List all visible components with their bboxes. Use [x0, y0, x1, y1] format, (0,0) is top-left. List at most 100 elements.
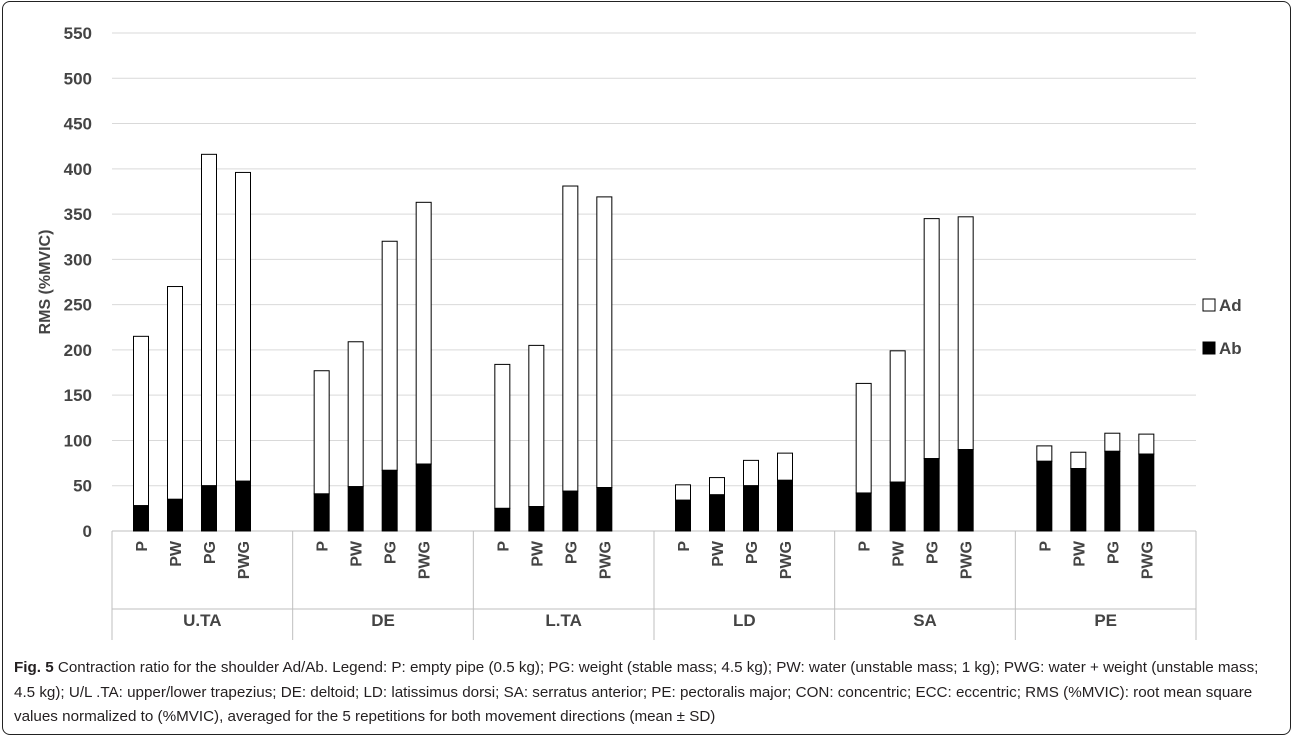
- bar-ab: [743, 485, 759, 532]
- bar-ab: [889, 481, 906, 532]
- figure-label: Fig. 5: [14, 659, 54, 676]
- bar-ab: [167, 498, 183, 532]
- x-tick-label: PWG: [778, 541, 795, 579]
- x-tick-label: P: [495, 541, 512, 552]
- bar-ad: [1036, 445, 1053, 462]
- legend-swatch-ab: [1202, 341, 1216, 355]
- group-label: SA: [913, 611, 937, 630]
- x-tick-label: PG: [744, 541, 761, 564]
- bar-ab: [201, 485, 217, 532]
- bar-ad: [313, 370, 330, 495]
- y-tick-label: 450: [64, 115, 92, 134]
- bar-ad: [675, 484, 691, 501]
- x-tick-label: PG: [563, 541, 580, 564]
- bar-ad: [1138, 433, 1155, 455]
- bar-ab: [528, 506, 545, 532]
- bar-ad: [889, 350, 906, 483]
- bar-ab: [347, 486, 364, 532]
- group-label: L.TA: [545, 611, 582, 630]
- bar-ab: [313, 493, 330, 532]
- x-tick-label: PW: [168, 540, 185, 567]
- bar-ad: [709, 477, 725, 496]
- bar-ad: [596, 196, 613, 489]
- bar-ad: [528, 344, 545, 508]
- x-tick-label: P: [315, 541, 332, 552]
- bar-ad: [777, 452, 793, 481]
- x-tick-label: PWG: [417, 541, 434, 579]
- y-tick-label: 100: [64, 431, 92, 450]
- bar-ad: [235, 171, 251, 482]
- bar-ab: [235, 480, 251, 532]
- bar-ad: [415, 201, 432, 465]
- y-tick-label: 200: [64, 341, 92, 360]
- bar-ab: [957, 449, 974, 532]
- group-label: LD: [733, 611, 756, 630]
- x-tick-label: P: [1037, 541, 1054, 552]
- bar-ad: [381, 240, 398, 471]
- group-label: DE: [371, 611, 395, 630]
- bar-ab: [675, 499, 691, 532]
- x-tick-label: PW: [891, 540, 908, 567]
- x-tick-label: PG: [383, 541, 400, 564]
- bar-ab: [1104, 450, 1121, 532]
- bar-ab: [709, 494, 725, 532]
- x-tick-label: PW: [710, 540, 727, 567]
- bar-ad: [1104, 432, 1121, 452]
- bar-ab: [1036, 460, 1053, 532]
- stacked-bar-chart: 0 50 100 150 200 250 300 350 400 450 500 550 RMS (%M…: [37, 24, 1242, 640]
- bar-ad: [562, 185, 579, 492]
- bar-ad: [1070, 451, 1087, 470]
- bar-ab: [415, 463, 432, 532]
- bar-ad: [347, 341, 364, 488]
- bar-ab: [1138, 453, 1155, 532]
- bar-ad: [855, 382, 872, 494]
- y-tick-label: 300: [64, 250, 92, 269]
- x-tick-label: PW: [349, 540, 366, 567]
- bar-ad: [201, 153, 217, 487]
- y-tick-label: 0: [83, 522, 92, 541]
- x-tick-label: PG: [925, 541, 942, 564]
- x-tick-label: PWG: [597, 541, 614, 579]
- x-tick-label: PW: [1071, 540, 1088, 567]
- figure-caption: Fig. 5 Contraction ratio for the shoulde…: [14, 656, 1280, 730]
- x-tick-label: PG: [202, 541, 219, 564]
- bar-ab: [596, 487, 613, 532]
- y-tick-label: 150: [64, 386, 92, 405]
- caption-text: Contraction ratio for the shoulder Ad/Ab…: [14, 659, 1259, 725]
- x-tick-label: PG: [1105, 541, 1122, 564]
- bar-ab: [923, 458, 940, 532]
- x-tick-label: PWG: [236, 541, 253, 579]
- bar-ad: [957, 216, 974, 451]
- y-tick-label: 50: [73, 477, 92, 496]
- bar-ad: [923, 218, 940, 460]
- x-tick-label: PWG: [1139, 541, 1156, 579]
- legend-label-ad: Ad: [1219, 296, 1242, 315]
- y-tick-label: 350: [64, 205, 92, 224]
- group-label: PE: [1094, 611, 1117, 630]
- y-tick-label: 500: [64, 69, 92, 88]
- bar-ab: [133, 505, 149, 532]
- legend-label-ab: Ab: [1219, 339, 1242, 358]
- bar-ad: [494, 363, 511, 509]
- bar-ab: [381, 469, 398, 532]
- x-tick-label: P: [676, 541, 693, 552]
- bar-ad: [743, 459, 759, 487]
- y-tick-label: 400: [64, 160, 92, 179]
- bar-ab: [855, 492, 872, 532]
- x-tick-label: PWG: [959, 541, 976, 579]
- x-tick-label: P: [857, 541, 874, 552]
- x-tick-label: P: [134, 541, 151, 552]
- legend-swatch-ad: [1202, 298, 1216, 312]
- bar-ad: [167, 286, 183, 500]
- y-tick-label: 550: [64, 24, 92, 43]
- bar-ab: [1070, 468, 1087, 532]
- bar-ab: [494, 507, 511, 532]
- group-label: U.TA: [183, 611, 221, 630]
- bar-ab: [562, 490, 579, 532]
- bar-ab: [777, 479, 793, 532]
- y-axis-title: RMS (%MVIC): [37, 230, 54, 335]
- bar-ad: [133, 335, 149, 507]
- y-tick-label: 250: [64, 296, 92, 315]
- x-tick-label: PW: [529, 540, 546, 567]
